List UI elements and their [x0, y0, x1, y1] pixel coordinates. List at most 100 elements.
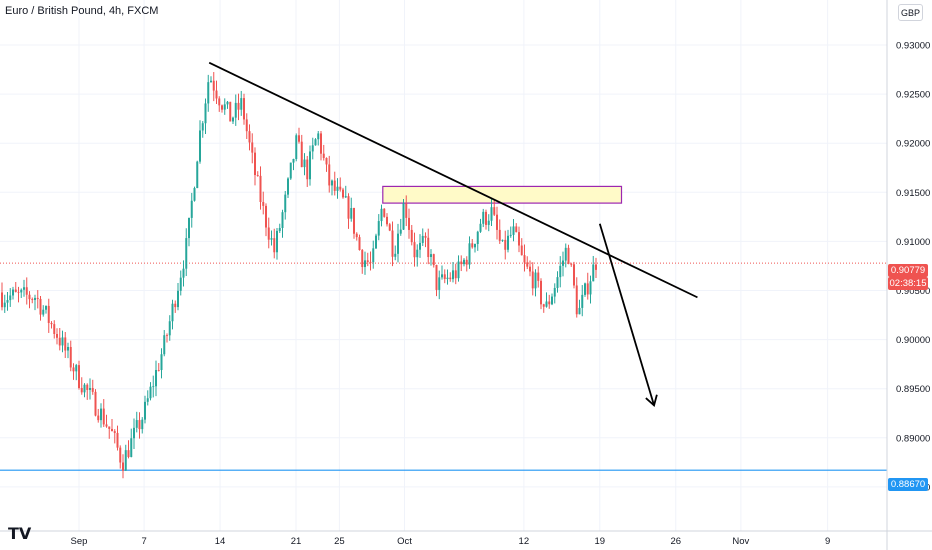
candle: [177, 283, 179, 311]
candle: [193, 186, 196, 202]
candle: [441, 265, 443, 280]
candle: [267, 217, 270, 249]
candle: [168, 315, 171, 341]
candle: [394, 245, 397, 261]
projection-arrow[interactable]: [598, 223, 658, 408]
candle: [465, 256, 468, 272]
candle: [144, 395, 146, 424]
candle: [490, 198, 493, 227]
candle: [50, 321, 53, 329]
candle: [333, 171, 336, 196]
candle: [45, 305, 47, 314]
candle: [386, 213, 388, 227]
candle: [399, 218, 402, 236]
price-tick-label: 0.90500: [896, 286, 930, 297]
candle: [542, 303, 545, 313]
candle: [298, 127, 300, 144]
candle: [295, 133, 298, 162]
candle: [419, 234, 421, 258]
candle: [531, 262, 534, 296]
candle: [487, 214, 490, 232]
time-tick-label: Nov: [732, 536, 749, 547]
candle: [584, 282, 586, 297]
candle: [575, 277, 578, 318]
trendline[interactable]: [208, 61, 698, 299]
candle: [83, 383, 86, 398]
candle: [287, 177, 289, 198]
candle: [20, 288, 23, 298]
candle: [155, 360, 157, 397]
candle: [39, 295, 42, 321]
bar-countdown-label: 02:38:15: [888, 277, 928, 290]
candle: [595, 257, 597, 278]
candle: [196, 160, 199, 189]
candle: [353, 207, 355, 239]
candle: [166, 333, 168, 343]
candle: [17, 286, 20, 303]
candle: [229, 101, 232, 122]
candle: [482, 208, 485, 228]
candle: [254, 147, 256, 186]
candle: [72, 363, 75, 380]
candle: [476, 230, 479, 251]
candle: [80, 377, 83, 395]
candle: [105, 414, 108, 428]
candle: [421, 228, 424, 246]
time-tick-label: 12: [519, 536, 530, 547]
candle: [377, 214, 380, 241]
candle: [226, 101, 229, 109]
candle: [498, 219, 501, 244]
candle: [23, 279, 25, 297]
price-tick-label: 0.91500: [896, 188, 930, 199]
candles: [1, 72, 597, 479]
candle: [507, 229, 509, 253]
candle: [430, 249, 432, 266]
resistance-zone[interactable]: [382, 185, 623, 204]
candle: [152, 375, 155, 398]
candle: [182, 260, 185, 287]
candle: [452, 262, 454, 283]
candle: [141, 417, 144, 434]
candle: [509, 226, 512, 238]
candle: [146, 390, 149, 406]
candle: [179, 270, 182, 296]
candle: [375, 233, 377, 250]
candle: [553, 283, 556, 304]
candle: [36, 290, 39, 309]
candle: [361, 249, 364, 274]
candle: [245, 113, 248, 139]
candle: [534, 269, 537, 297]
time-tick-label: 26: [670, 536, 681, 547]
candle: [311, 137, 314, 160]
candle: [14, 282, 17, 293]
candle: [474, 243, 476, 253]
candle: [100, 403, 102, 428]
candle: [289, 162, 292, 180]
candle: [325, 157, 328, 172]
candle: [102, 399, 105, 427]
candle: [204, 98, 207, 134]
candle: [540, 278, 542, 310]
currency-button[interactable]: GBP: [898, 4, 923, 21]
candle: [336, 178, 339, 199]
candle: [270, 230, 273, 246]
candle: [529, 260, 531, 277]
candle: [210, 76, 212, 83]
candle: [592, 255, 595, 282]
current-price-label: 0.90779: [888, 264, 928, 277]
candle: [551, 293, 553, 306]
candle: [248, 124, 251, 151]
candle: [34, 294, 36, 311]
candle: [468, 236, 471, 269]
candle: [281, 209, 284, 238]
candle: [42, 305, 45, 317]
time-axis[interactable]: Sep 7 14 21 25 Oct 12 19 26 Nov 9: [71, 536, 831, 547]
time-tick-label: 25: [334, 536, 345, 547]
candle: [243, 93, 245, 125]
candle: [545, 292, 548, 308]
candle: [573, 261, 575, 289]
candle: [190, 192, 193, 228]
candle: [276, 228, 278, 260]
candle: [56, 328, 58, 345]
